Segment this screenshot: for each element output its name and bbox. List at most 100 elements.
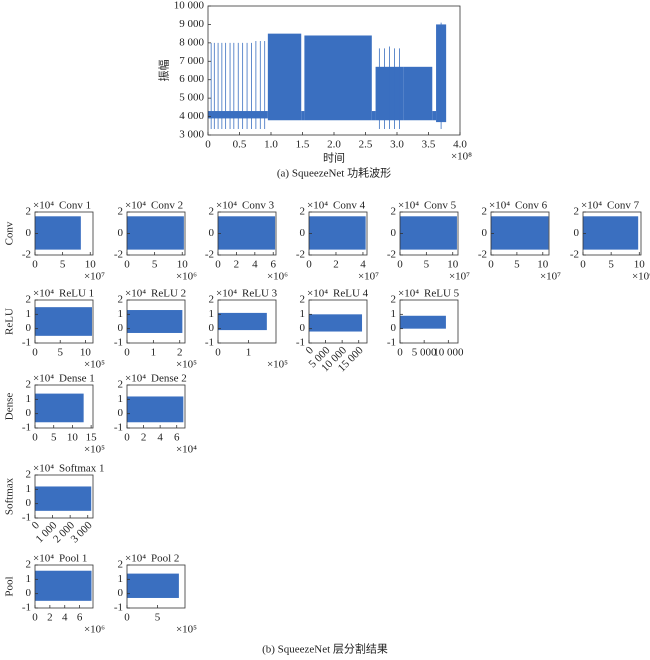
row-label: ReLU <box>4 308 16 335</box>
x-tick-label: 1 <box>246 347 252 359</box>
x-axis-label: 时间 <box>323 152 345 165</box>
x-tick-label: 0 <box>124 612 130 624</box>
x-tick-label: 10 <box>634 259 646 271</box>
y-multiplier: ×10⁴ <box>307 288 328 300</box>
signal-band <box>218 216 276 250</box>
signal-band <box>309 216 366 250</box>
x-tick-label: 2 <box>333 259 339 271</box>
y-tick-label: 2 <box>391 294 397 306</box>
caption: (b) SqueezeNet 层分割结果 <box>262 642 388 656</box>
y-tick-label: 2 <box>26 469 32 481</box>
signal-band <box>218 312 267 331</box>
x-tick-label: 0 <box>215 259 221 271</box>
x-tick-label: 0 <box>124 347 130 359</box>
y-tick-label: 2 <box>26 559 32 571</box>
y-tick-label: 5 000 <box>179 92 204 104</box>
x-tick-label: 10 <box>80 347 92 359</box>
y-tick-label: 1 <box>300 308 306 320</box>
y-tick-label: 0 <box>482 227 488 239</box>
row-label: Softmax <box>4 477 16 515</box>
x-multiplier: ×10⁴ <box>176 444 197 456</box>
x-tick-label: 4 <box>157 432 163 444</box>
y-tick-label: 7 000 <box>179 55 204 67</box>
row-label: Dense <box>4 393 16 421</box>
signal-band <box>403 66 433 121</box>
y-tick-label: 1 <box>209 308 215 320</box>
x-tick-label: 2 <box>234 259 240 271</box>
x-tick-label: 10 <box>85 259 97 271</box>
y-tick-label: -2 <box>478 249 487 261</box>
x-tick-label: 1 <box>151 347 157 359</box>
row-label: Conv <box>4 221 16 245</box>
axes-frame <box>126 564 186 609</box>
x-tick-label: 0 <box>580 259 586 271</box>
x-multiplier: ×10⁶ <box>632 271 650 283</box>
subplot-title: Pool 1 <box>59 553 87 565</box>
signal-band <box>35 570 92 601</box>
x-tick-label: 3 000 <box>69 519 95 545</box>
x-tick-label: 0 <box>124 432 130 444</box>
subplot-title: Conv 6 <box>515 200 548 212</box>
y-tick-label: 9 000 <box>179 18 204 30</box>
axes-frame <box>34 299 94 344</box>
y-multiplier: ×10⁴ <box>398 200 419 212</box>
x-tick-label: 0 <box>32 347 38 359</box>
y-multiplier: ×10⁴ <box>125 373 146 385</box>
signal-band <box>400 216 457 250</box>
signal-band <box>35 486 92 511</box>
y-tick-label: 8 000 <box>179 36 204 48</box>
x-tick-label: 5 <box>608 259 614 271</box>
y-tick-label: 0 <box>209 322 215 334</box>
y-tick-label: 0 <box>391 322 397 334</box>
row-label: Pool <box>4 576 16 596</box>
y-tick-label: 0 <box>26 407 32 419</box>
subplot-title: Softmax 1 <box>59 463 105 475</box>
y-tick-label: 2 <box>118 206 124 218</box>
axes-frame <box>34 474 94 519</box>
signal-band <box>304 35 372 121</box>
y-tick-label: 1 <box>391 308 397 320</box>
y-tick-label: -1 <box>22 422 31 434</box>
x-tick-label: 3.5 <box>422 139 436 151</box>
subplot-title: ReLU 5 <box>424 288 460 300</box>
signal-band <box>400 315 446 329</box>
subplot-title: ReLU 2 <box>151 288 186 300</box>
axes-frame <box>126 299 186 344</box>
x-tick-label: 4.0 <box>453 139 467 151</box>
y-tick-label: 2 <box>118 379 124 391</box>
y-multiplier: ×10⁴ <box>33 553 54 565</box>
axes-frame <box>34 564 94 609</box>
y-tick-label: 0 <box>26 322 32 334</box>
y-tick-label: 1 <box>118 393 124 405</box>
y-multiplier: ×10⁴ <box>216 288 237 300</box>
y-tick-label: 0 <box>118 587 124 599</box>
y-multiplier: ×10⁴ <box>33 200 54 212</box>
x-tick-label: 2 <box>177 347 183 359</box>
y-tick-label: -1 <box>205 337 214 349</box>
x-multiplier: ×10⁶ <box>176 271 197 283</box>
y-tick-label: 2 <box>574 206 580 218</box>
x-multiplier: ×10⁵ <box>176 624 197 636</box>
y-tick-label: 2 <box>26 294 32 306</box>
axes-frame <box>126 384 186 429</box>
x-tick-label: 2.5 <box>359 139 373 151</box>
x-tick-label: 0.5 <box>233 139 247 151</box>
y-tick-label: 10 000 <box>174 0 205 12</box>
x-tick-label: 1.5 <box>296 139 310 151</box>
y-tick-label: 1 <box>26 483 32 495</box>
y-multiplier: ×10⁴ <box>125 553 146 565</box>
x-tick-label: 5 <box>424 259 430 271</box>
subplot-title: ReLU 3 <box>242 288 278 300</box>
y-tick-label: 0 <box>574 227 580 239</box>
signal-band <box>309 314 363 332</box>
y-tick-label: 2 <box>300 294 306 306</box>
x-tick-label: 0 <box>397 347 403 359</box>
subplot-title: Conv 7 <box>607 200 640 212</box>
x-tick-label: 2 <box>47 612 53 624</box>
x-multiplier: ×10⁵ <box>84 359 105 371</box>
y-tick-label: 0 <box>300 227 306 239</box>
y-tick-label: -1 <box>22 337 31 349</box>
y-tick-label: -1 <box>22 602 31 614</box>
x-tick-label: 0 <box>205 139 211 151</box>
x-tick-label: 5 <box>60 259 66 271</box>
